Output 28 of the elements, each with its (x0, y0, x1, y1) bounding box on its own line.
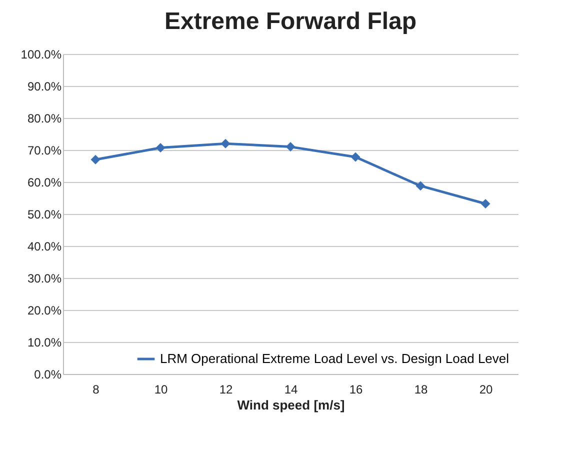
y-tick-label: 10.0% (27, 336, 62, 350)
y-tick-label: 0.0% (34, 368, 62, 382)
chart-title: Extreme Forward Flap (164, 8, 417, 35)
y-tick-label: 80.0% (27, 112, 62, 126)
x-tick-label: 16 (349, 382, 363, 396)
x-tick-label: 18 (414, 382, 428, 396)
point (480, 199, 490, 209)
y-tick-label: 90.0% (27, 80, 62, 94)
y-tick-label: 100.0% (20, 48, 62, 62)
x-axis-title: Wind speed [m/s] (237, 398, 345, 412)
point (90, 154, 100, 164)
y-tick-label: 20.0% (27, 304, 62, 318)
point (286, 142, 296, 152)
x-tick-label: 10 (154, 382, 168, 396)
y-tick-label: 60.0% (27, 176, 62, 190)
y-tick-label: 30.0% (27, 272, 62, 286)
x-tick-label: 12 (219, 382, 233, 396)
point (416, 181, 426, 191)
x-tick-label: 14 (284, 382, 298, 396)
y-tick-label: 50.0% (27, 208, 62, 222)
point (350, 152, 360, 162)
legend-label: LRM Operational Extreme Load Level vs. Design Load Level (160, 351, 510, 366)
point (220, 138, 230, 148)
x-tick-label: 8 (92, 382, 100, 396)
x-tick-label: 20 (479, 382, 493, 396)
y-tick-label: 40.0% (27, 240, 62, 254)
y-tick-label: 70.0% (27, 144, 62, 158)
point (156, 143, 166, 153)
